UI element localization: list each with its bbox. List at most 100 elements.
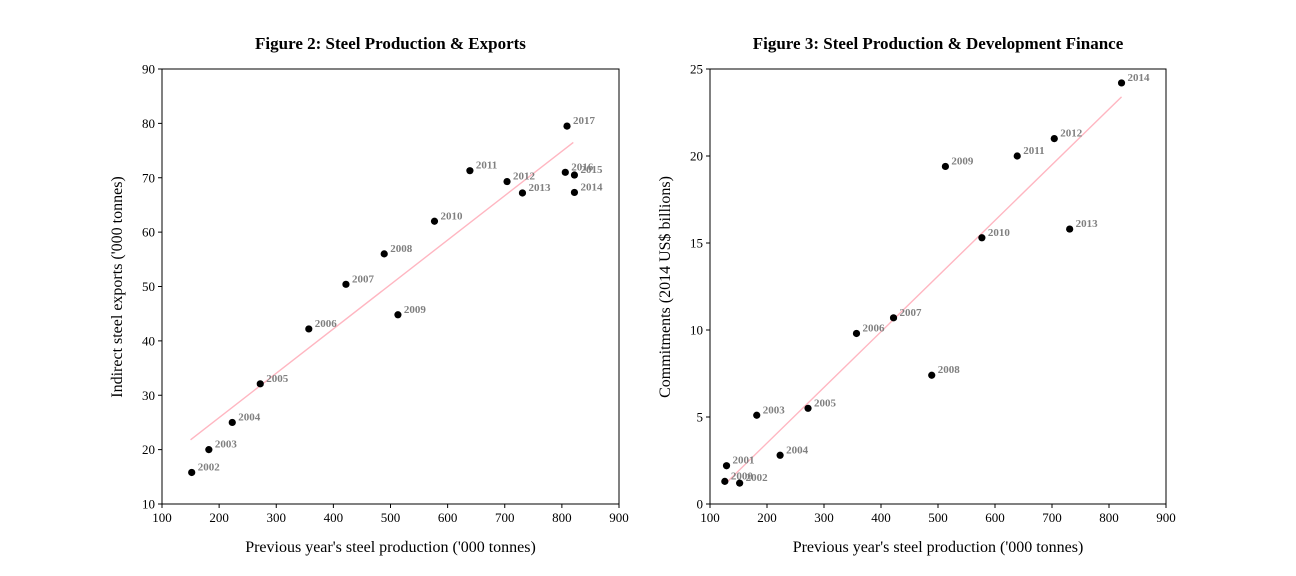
point-year-label: 2008 bbox=[390, 243, 413, 255]
data-point bbox=[753, 411, 761, 419]
point-year-label: 2013 bbox=[528, 182, 551, 194]
data-point bbox=[228, 418, 236, 427]
point-year-label: 2004 bbox=[786, 444, 809, 456]
data-point bbox=[563, 122, 571, 130]
y-tick-label: 60 bbox=[142, 225, 155, 240]
data-point bbox=[256, 380, 264, 388]
y-tick-label: 30 bbox=[142, 388, 155, 403]
y-tick-label: 40 bbox=[142, 333, 155, 348]
trend-line bbox=[190, 141, 574, 441]
point-year-label: 2003 bbox=[215, 439, 238, 451]
x-tick-label: 700 bbox=[495, 510, 515, 525]
x-tick-label: 100 bbox=[700, 510, 720, 525]
y-tick-label: 5 bbox=[697, 410, 704, 425]
x-tick-label: 800 bbox=[552, 510, 572, 525]
point-year-label: 2000 bbox=[731, 470, 754, 482]
x-tick-label: 500 bbox=[381, 510, 401, 525]
data-point bbox=[941, 162, 950, 171]
x-tick-label: 100 bbox=[152, 510, 172, 525]
point-year-label: 2006 bbox=[315, 318, 338, 330]
point-year-label: 2009 bbox=[404, 304, 427, 316]
x-tick-label: 600 bbox=[985, 510, 1005, 525]
point-year-label: 2016 bbox=[571, 161, 594, 173]
point-year-label: 2012 bbox=[1060, 128, 1083, 140]
x-tick-label: 500 bbox=[928, 510, 948, 525]
chart-title: Figure 2: Steel Production & Exports bbox=[255, 34, 526, 53]
point-year-label: 2005 bbox=[814, 397, 837, 409]
trend-line bbox=[725, 96, 1123, 484]
y-tick-label: 50 bbox=[142, 279, 155, 294]
data-point bbox=[342, 280, 350, 288]
plot-frame bbox=[709, 68, 1167, 505]
point-year-label: 2010 bbox=[440, 210, 463, 222]
data-point bbox=[852, 329, 861, 338]
data-point bbox=[978, 234, 986, 242]
point-year-label: 2006 bbox=[862, 322, 885, 334]
x-tick-label: 200 bbox=[757, 510, 777, 525]
y-tick-label: 80 bbox=[142, 116, 155, 131]
chart-title: Figure 3: Steel Production & Development… bbox=[753, 34, 1124, 53]
data-point bbox=[889, 314, 898, 322]
data-point bbox=[804, 404, 812, 412]
data-point bbox=[503, 177, 511, 186]
x-tick-label: 600 bbox=[438, 510, 458, 525]
point-year-label: 2010 bbox=[988, 227, 1011, 239]
y-tick-label: 10 bbox=[690, 323, 703, 338]
data-point bbox=[722, 462, 731, 470]
data-point bbox=[1050, 135, 1058, 143]
point-year-label: 2017 bbox=[573, 115, 596, 127]
point-year-label: 2002 bbox=[746, 472, 769, 484]
data-point bbox=[205, 446, 213, 454]
x-axis-label: Previous year's steel production ('000 t… bbox=[793, 539, 1084, 556]
point-year-label: 2011 bbox=[476, 160, 497, 172]
x-tick-label: 700 bbox=[1042, 510, 1062, 525]
y-tick-label: 20 bbox=[690, 149, 703, 164]
point-year-label: 2008 bbox=[938, 364, 961, 376]
point-year-label: 2003 bbox=[763, 404, 786, 416]
data-point bbox=[736, 479, 744, 487]
point-year-label: 2014 bbox=[1128, 72, 1151, 84]
data-point bbox=[721, 477, 729, 485]
data-point bbox=[561, 168, 569, 176]
data-point bbox=[518, 189, 527, 197]
data-point bbox=[466, 167, 474, 175]
data-point bbox=[570, 171, 579, 179]
y-tick-label: 10 bbox=[142, 497, 155, 512]
point-year-label: 2007 bbox=[352, 273, 375, 285]
data-point bbox=[1066, 225, 1074, 233]
point-year-label: 2012 bbox=[513, 171, 536, 183]
x-axis-label: Previous year's steel production ('000 t… bbox=[245, 539, 536, 556]
data-point bbox=[380, 250, 388, 258]
x-tick-label: 300 bbox=[267, 510, 287, 525]
point-year-label: 2009 bbox=[951, 155, 974, 167]
data-point bbox=[305, 325, 313, 333]
x-tick-label: 900 bbox=[1156, 510, 1176, 525]
point-year-label: 2011 bbox=[1023, 145, 1044, 157]
x-tick-label: 200 bbox=[209, 510, 229, 525]
x-tick-label: 400 bbox=[871, 510, 891, 525]
x-tick-label: 800 bbox=[1099, 510, 1119, 525]
data-point bbox=[394, 311, 402, 319]
point-year-label: 2002 bbox=[198, 461, 221, 473]
data-point bbox=[776, 451, 784, 459]
y-axis-label: Indirect steel exports ('000 tonnes) bbox=[109, 176, 126, 397]
point-year-label: 2007 bbox=[900, 307, 923, 319]
y-tick-label: 90 bbox=[142, 62, 155, 77]
point-year-label: 2004 bbox=[238, 411, 260, 423]
y-axis-label: Commitments (2014 US$ billions) bbox=[657, 176, 674, 398]
point-year-label: 2015 bbox=[580, 164, 603, 176]
data-point bbox=[1013, 152, 1021, 160]
y-tick-label: 15 bbox=[690, 236, 703, 251]
chart-steel-production-finance: Figure 3: Steel Production & Development… bbox=[657, 34, 1176, 556]
data-point bbox=[570, 188, 579, 197]
y-tick-label: 20 bbox=[142, 442, 155, 457]
x-tick-label: 400 bbox=[324, 510, 344, 525]
y-tick-label: 0 bbox=[697, 497, 704, 512]
x-tick-label: 300 bbox=[814, 510, 834, 525]
data-point bbox=[928, 371, 936, 379]
data-point bbox=[1117, 79, 1126, 87]
point-year-label: 2014 bbox=[580, 181, 603, 193]
data-point bbox=[430, 217, 439, 225]
y-tick-label: 25 bbox=[690, 62, 703, 77]
